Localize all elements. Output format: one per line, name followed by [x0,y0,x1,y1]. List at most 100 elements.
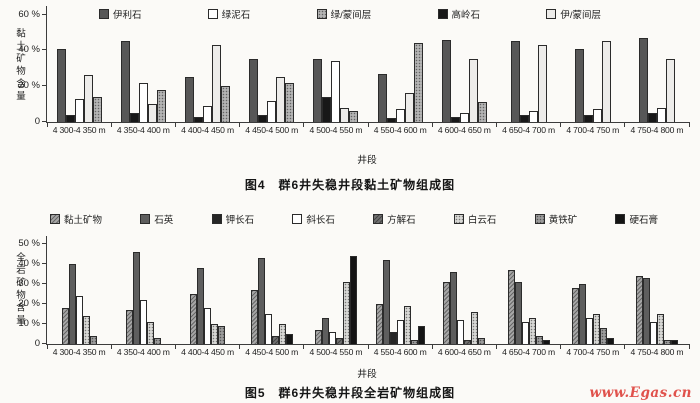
bar-group [304,6,368,122]
bar-方解石 [271,336,279,344]
y-tick-mark [42,303,47,304]
bar-黏土矿物 [571,288,579,344]
x-tick-mark [367,122,369,127]
x-tick-mark [495,122,497,127]
x-tick-mark [624,344,626,349]
x-tick-mark [688,122,690,127]
fig5-plot-area: 4 300-4 350 m 4 350-4 400 m 4 400-4 450 m 4… [18,236,690,357]
y-tick-label: 20 % [18,298,40,309]
figure-5-whole-rock-minerals: 全岩矿物含量 黏土矿物 石英 钾长石 斜长石 方解石 白云石 黄铁矿 硬石膏 4 300-4 … [0,206,700,403]
bar-白云石 [146,322,154,344]
legend-swatch [453,214,464,224]
bar-绿泥石 [331,61,341,122]
legend-swatch [546,9,557,19]
y-tick-label: 0 [34,338,40,349]
bar-硬石膏 [349,256,357,344]
bar-绿泥石 [395,109,405,122]
fig5-x-axis-title: 井段 [357,369,377,380]
legend-label: 伊/蒙间层 [560,10,601,21]
bar-高岭石 [519,114,529,122]
bar-斜长石 [457,320,465,344]
bar-伊/蒙间层 [665,59,675,122]
bar-高岭石 [386,118,396,122]
legend-item: 绿/蒙间层 [316,7,371,21]
bar-伊/蒙间层 [468,59,478,122]
bar-黄铁矿 [153,338,161,344]
bar-绿泥石 [267,100,277,122]
bar-绿/蒙间层 [92,96,102,122]
bar-绿泥石 [74,98,84,122]
bar-高岭石 [129,113,139,122]
bar-斜长石 [204,308,211,344]
bar-group [175,236,239,344]
x-tick-label: 4 450-4 500 m [245,125,299,135]
bar-伊利石 [249,59,259,122]
bar-group [240,236,304,344]
bar-黏土矿物 [250,290,258,344]
bar-高岭石 [647,113,657,122]
bar-石英 [68,264,76,344]
y-tick-label: 30 % [18,278,40,289]
legend-item: 钾长石 [211,212,254,226]
y-tick-mark [42,343,47,344]
legend-item: 高岭石 [437,7,481,21]
bar-group [47,6,111,122]
legend-item: 伊利石 [99,7,142,21]
y-tick-mark [42,49,47,51]
bar-绿/蒙间层 [477,102,487,122]
bar-黏土矿物 [443,282,451,344]
legend-swatch [207,9,218,19]
bar-group [561,6,625,122]
bar-硬石膏 [417,326,425,344]
legend-item: 斜长石 [292,212,335,226]
x-tick-mark [624,122,626,127]
x-tick-mark [495,344,497,349]
bar-方解石 [335,338,343,344]
x-tick-label: 4 650-4 700 m [502,125,555,135]
x-tick-label: 4 750-4 800 m [630,125,684,135]
x-tick-mark [239,122,241,127]
bar-绿/蒙间层 [221,86,230,122]
bar-斜长石 [396,320,404,344]
bar-伊/蒙间层 [147,104,157,122]
bar-group [111,236,175,344]
legend-label: 高岭石 [451,10,481,21]
bar-黄铁矿 [599,328,607,344]
bar-高岭石 [258,114,268,122]
x-tick-mark [46,122,48,127]
bar-伊利石 [120,41,130,122]
x-tick-label: 4 300-4 350 m [52,125,106,135]
bar-石英 [514,282,522,344]
bar-伊/蒙间层 [212,45,221,122]
x-tick-mark [560,122,562,127]
x-tick-label: 4 300-4 350 m [52,347,106,357]
legend-item: 方解石 [373,212,416,226]
bar-斜长石 [75,296,83,344]
bar-group [432,6,496,122]
legend-label: 白云石 [467,215,497,226]
bar-绿泥石 [138,82,148,122]
bar-斜长石 [328,332,336,344]
bar-黏土矿物 [314,330,322,344]
legend-swatch [534,214,545,224]
bar-伊利石 [313,59,323,122]
x-tick-label: 4 700-4 750 m [566,347,620,357]
legend-swatch [211,214,222,224]
x-tick-label: 4 750-4 800 m [630,347,684,357]
bar-group [47,236,111,344]
legend-label: 伊利石 [113,10,142,21]
x-tick-label: 4 350-4 400 m [116,347,170,357]
legend-swatch [50,214,60,224]
legend-item: 绿泥石 [207,7,250,21]
legend-item: 伊/蒙间层 [546,7,601,21]
bar-石英 [450,272,458,344]
bar-group [111,6,175,122]
bar-斜长石 [264,314,272,344]
bar-伊利石 [510,41,520,122]
bar-方解石 [464,340,472,344]
y-tick-label: 40 % [18,258,40,269]
bar-石英 [382,260,390,344]
bar-斜长石 [521,322,529,344]
fig4-y-axis-label: 黏土矿物含量 [14,28,25,103]
y-tick-label: 50 % [18,238,40,249]
